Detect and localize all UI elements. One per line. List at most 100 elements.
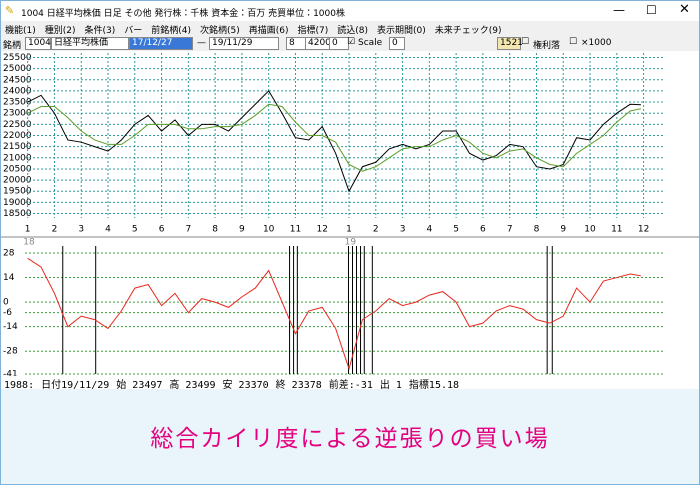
y-tick-label: 21500 xyxy=(3,142,32,152)
y-tick-label: -28 xyxy=(3,347,18,357)
x-tick-label: 4 xyxy=(105,225,111,235)
x-tick-label: 1 xyxy=(346,225,352,235)
menu-bar: 機能(1) 種別(2) 条件(3) バー 前銘柄(4) 次銘柄(5) 再描画(6) 指標(7)… xyxy=(1,21,699,36)
x-tick-label: 6 xyxy=(480,225,486,235)
unit-label: ×1000 xyxy=(581,38,612,48)
menu-item[interactable]: 表示期間(0) xyxy=(377,26,426,36)
y-tick-label: 20500 xyxy=(3,164,32,174)
menu-item[interactable]: 機能(1) xyxy=(5,26,36,36)
code-input[interactable]: 1004 xyxy=(25,37,51,50)
x-tick-label: 10 xyxy=(584,225,596,235)
rights-checkbox[interactable]: ☐ xyxy=(521,37,530,47)
status-item: 終 23378 xyxy=(275,380,322,391)
menu-item[interactable]: 未来チェック(9) xyxy=(434,26,502,36)
x-tick-label: 3 xyxy=(400,225,406,235)
y-tick-label: 21000 xyxy=(3,153,32,163)
y-tick-label: 24000 xyxy=(3,86,32,96)
x-tick-label: 7 xyxy=(185,225,191,235)
status-item: 前差:-31 xyxy=(328,380,373,391)
status-bar: 1988: 日付19/11/29 始 23497 高 23499 安 23370 終 23… xyxy=(1,376,699,391)
x-tick-label: 12 xyxy=(317,225,328,235)
y-tick-label: 20000 xyxy=(3,176,32,186)
caption: 総合カイリ度による逆張りの買い場 xyxy=(150,426,550,452)
param-3[interactable]: 0 xyxy=(329,37,349,50)
x-tick-label: 8 xyxy=(534,225,540,235)
x-tick-label: 11 xyxy=(611,225,622,235)
param-1[interactable]: 8 xyxy=(286,37,306,50)
end-date[interactable]: 19/11/29 xyxy=(209,37,279,50)
menu-item[interactable]: 条件(3) xyxy=(84,26,116,36)
minimize-button[interactable]: — xyxy=(613,3,625,17)
status-item: 始 23497 xyxy=(116,380,163,391)
series-line xyxy=(27,103,642,172)
x-tick-label: 9 xyxy=(239,225,245,235)
x-tick-label: 9 xyxy=(560,225,566,235)
menu-item[interactable]: バー xyxy=(124,26,143,36)
y-tick-label: -41 xyxy=(3,370,18,380)
y-tick-label: 19500 xyxy=(3,187,32,197)
param-2[interactable]: 4200 xyxy=(305,37,331,50)
scale-label: Scale xyxy=(358,38,383,48)
y-tick-label: 22000 xyxy=(3,131,32,141)
rights-label: 権利落 xyxy=(533,41,561,51)
x-tick-label: 4 xyxy=(426,225,432,235)
menu-item[interactable]: 指標(7) xyxy=(297,26,329,36)
x-tick-label: 8 xyxy=(212,225,218,235)
menu-item[interactable]: 次銘柄(5) xyxy=(200,26,240,36)
start-date[interactable]: 17/12/27 xyxy=(129,37,193,50)
toolbar: 銘柄 1004 日経平均株価 17/12/27 — 19/11/29 8 420… xyxy=(1,35,699,51)
x-tick-label: 12 xyxy=(638,225,649,235)
y-tick-label: 14 xyxy=(3,273,15,283)
menu-item[interactable]: 前銘柄(4) xyxy=(151,26,192,36)
y-tick-label: 25500 xyxy=(3,53,32,63)
scale-checkbox[interactable]: ☑ xyxy=(347,37,356,47)
x-tick-label: 1 xyxy=(25,225,31,235)
x-tick-label: 2 xyxy=(52,225,58,235)
x-tick-label: 5 xyxy=(132,225,138,235)
menu-item[interactable]: 再描画(6) xyxy=(248,26,289,36)
year-label: 18 xyxy=(23,238,35,248)
date-dash: — xyxy=(197,38,206,48)
close-button[interactable]: ✕ xyxy=(679,2,690,17)
app-icon: ✎ xyxy=(5,4,15,17)
x-tick-label: 7 xyxy=(507,225,513,235)
status-item: 出 1 xyxy=(379,380,402,391)
status-item: 1988: xyxy=(4,380,35,391)
year-label: 19 xyxy=(345,238,357,248)
y-tick-label: 25000 xyxy=(3,64,32,74)
status-item: 高 23499 xyxy=(169,380,216,391)
series-line xyxy=(27,257,641,371)
param-5: 1521 xyxy=(497,37,523,50)
y-tick-label: 0 xyxy=(3,298,9,308)
status-item: 日付19/11/29 xyxy=(41,380,110,391)
title-bar: ✎ 1004 日経平均株価 日足 その他 発行株：千株 資本金：百万 売買単位：… xyxy=(1,1,699,21)
x-tick-label: 3 xyxy=(78,225,84,235)
y-tick-label: 24500 xyxy=(3,75,32,85)
name-input[interactable]: 日経平均株価 xyxy=(51,37,129,50)
maximize-button[interactable]: ☐ xyxy=(646,3,657,17)
x-tick-label: 11 xyxy=(290,225,301,235)
x-tick-label: 10 xyxy=(263,225,275,235)
status-item: 指標15.18 xyxy=(408,380,460,391)
x-tick-label: 6 xyxy=(159,225,165,235)
y-tick-label: 28 xyxy=(3,249,15,259)
window-title: 1004 日経平均株価 日足 その他 発行株：千株 資本金：百万 売買単位：10… xyxy=(21,9,345,19)
menu-item[interactable]: 読込(8) xyxy=(337,26,369,36)
status-item: 安 23370 xyxy=(222,380,269,391)
code-label: 銘柄 xyxy=(3,41,22,51)
x-tick-label: 5 xyxy=(453,225,459,235)
menu-item[interactable]: 種別(2) xyxy=(44,26,76,36)
y-tick-label: 19000 xyxy=(3,198,32,208)
param-4[interactable]: 0 xyxy=(389,37,405,50)
y-tick-label: -6 xyxy=(3,308,12,318)
y-tick-label: -14 xyxy=(3,322,18,332)
unit-checkbox[interactable]: ☐ xyxy=(569,37,578,47)
x-tick-label: 2 xyxy=(373,225,379,235)
series-line xyxy=(27,90,641,193)
y-tick-label: 22500 xyxy=(3,120,32,130)
y-tick-label: 23000 xyxy=(3,109,32,119)
y-tick-label: 18500 xyxy=(3,209,32,219)
y-tick-label: 23500 xyxy=(3,98,32,108)
